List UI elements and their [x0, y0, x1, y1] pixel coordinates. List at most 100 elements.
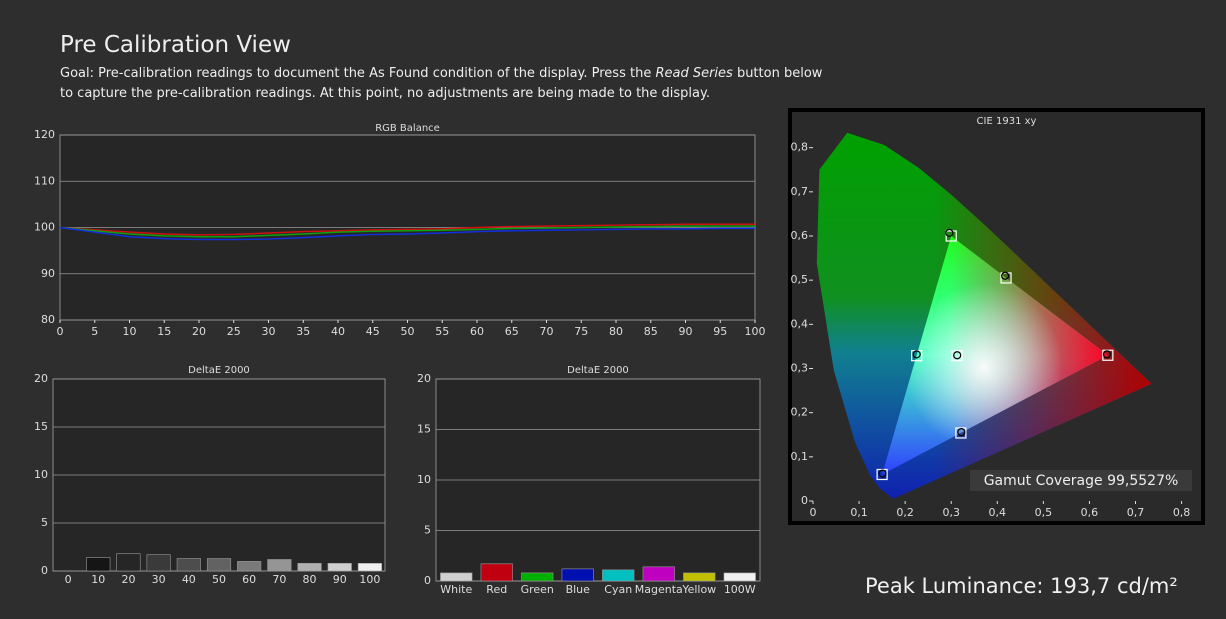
x-tick-label: 50	[212, 573, 226, 586]
y-tick-label: 0,7	[791, 185, 809, 198]
x-tick-label: 70	[272, 573, 286, 586]
bar	[176, 558, 201, 572]
x-tick-label: 100	[745, 325, 766, 338]
chart-title: DeltaE 2000	[188, 365, 250, 376]
x-tick-label: 55	[435, 325, 449, 338]
peak-luminance: Peak Luminance: 193,7 cd/m²	[865, 574, 1178, 598]
y-tick-label: 20	[34, 372, 48, 385]
target-marker	[876, 468, 888, 481]
y-tick-label: 0,1	[791, 450, 809, 463]
chart-title: RGB Balance	[375, 123, 440, 134]
target-marker	[1102, 349, 1114, 361]
x-tick-label: 15	[157, 325, 171, 338]
x-tick-label: 20	[192, 325, 206, 338]
bar	[480, 563, 513, 582]
bar	[642, 566, 675, 582]
x-tick-label: 0,6	[1081, 506, 1099, 519]
y-tick-label: 10	[34, 468, 48, 481]
y-tick-label: 15	[417, 423, 431, 436]
y-tick-label: 0,4	[791, 317, 809, 330]
x-tick-label: 80	[303, 573, 317, 586]
bar	[206, 558, 232, 572]
y-tick-label: 5	[41, 516, 48, 529]
measured-marker	[953, 351, 962, 360]
annotation: Gamut Coverage 99,5527%	[984, 473, 1179, 489]
x-tick-label: Green	[521, 583, 554, 596]
series-line	[59, 225, 755, 238]
x-tick-label: 60	[470, 325, 484, 338]
x-tick-label: Red	[486, 583, 507, 596]
measured-marker	[1102, 350, 1112, 359]
goal-part: button below to capture the pre-calibrat…	[60, 66, 823, 101]
x-tick-label: 65	[505, 325, 519, 338]
x-tick-label: 0	[57, 325, 64, 338]
x-tick-label: 30	[152, 573, 166, 586]
bar	[146, 554, 171, 572]
x-tick-label: 0,1	[850, 506, 868, 519]
measured-marker	[945, 228, 954, 238]
x-tick-label: 0,3	[942, 506, 960, 519]
x-tick-label: 30	[262, 325, 276, 338]
y-tick-label: 110	[34, 174, 55, 187]
y-tick-label: 0,5	[791, 273, 809, 286]
x-tick-label: 0,5	[1035, 506, 1053, 519]
measured-marker	[1001, 271, 1010, 280]
bar	[297, 563, 322, 572]
x-tick-label: 70	[540, 325, 554, 338]
x-tick-label: 35	[296, 325, 310, 338]
y-tick-label: 0,3	[791, 362, 809, 375]
measured-marker	[912, 350, 921, 359]
goal-emphasis: Read Series	[655, 66, 733, 81]
x-tick-label: 75	[574, 325, 588, 338]
y-tick-label: 0,2	[791, 406, 809, 419]
x-tick-label: 90	[679, 325, 693, 338]
bar	[440, 572, 473, 582]
x-tick-label: 100	[359, 573, 380, 586]
y-tick-label: 120	[34, 128, 55, 141]
bar	[327, 563, 352, 572]
gamut-triangle-white	[882, 236, 1108, 475]
target-marker	[1000, 272, 1012, 284]
y-tick-label: 0,6	[791, 229, 809, 242]
x-tick-label: 95	[713, 325, 727, 338]
x-tick-label: 0,8	[1173, 506, 1191, 519]
x-tick-label: 0,2	[896, 506, 914, 519]
x-tick-label: 20	[121, 573, 135, 586]
x-tick-label: 0,4	[989, 506, 1007, 519]
y-tick-label: 0	[41, 564, 48, 577]
bar	[602, 569, 635, 582]
x-tick-label: 50	[401, 325, 415, 338]
x-tick-label: 25	[227, 325, 241, 338]
y-tick-label: 0,8	[791, 141, 809, 154]
goal-text: Goal: Pre-calibration readings to docume…	[60, 64, 830, 104]
x-tick-label: 90	[333, 573, 347, 586]
x-tick-label: 60	[242, 573, 256, 586]
x-tick-label: Yellow	[681, 583, 716, 596]
target-marker	[945, 230, 957, 242]
x-tick-label: 85	[644, 325, 658, 338]
x-tick-label: 40	[182, 573, 196, 586]
y-tick-label: 15	[34, 420, 48, 433]
y-tick-label: 5	[424, 524, 431, 537]
x-tick-label: Cyan	[604, 583, 632, 596]
bar	[116, 553, 141, 572]
chart-title: DeltaE 2000	[567, 365, 629, 376]
y-tick-label: 100	[34, 221, 55, 234]
x-tick-label: 80	[609, 325, 623, 338]
target-marker	[955, 427, 967, 439]
bar	[683, 572, 716, 582]
x-tick-label: 10	[91, 573, 105, 586]
x-tick-label: 40	[331, 325, 345, 338]
series-line	[59, 223, 755, 236]
x-tick-label: Blue	[566, 583, 591, 596]
x-tick-label: 45	[366, 325, 380, 338]
x-tick-label: 5	[91, 325, 98, 338]
measured-marker	[957, 428, 966, 437]
x-tick-label: 100W	[724, 583, 756, 596]
page-title: Pre Calibration View	[60, 32, 291, 58]
bar	[357, 563, 382, 572]
y-tick-label: 20	[417, 372, 431, 385]
bar	[86, 557, 111, 572]
bar	[561, 568, 594, 582]
